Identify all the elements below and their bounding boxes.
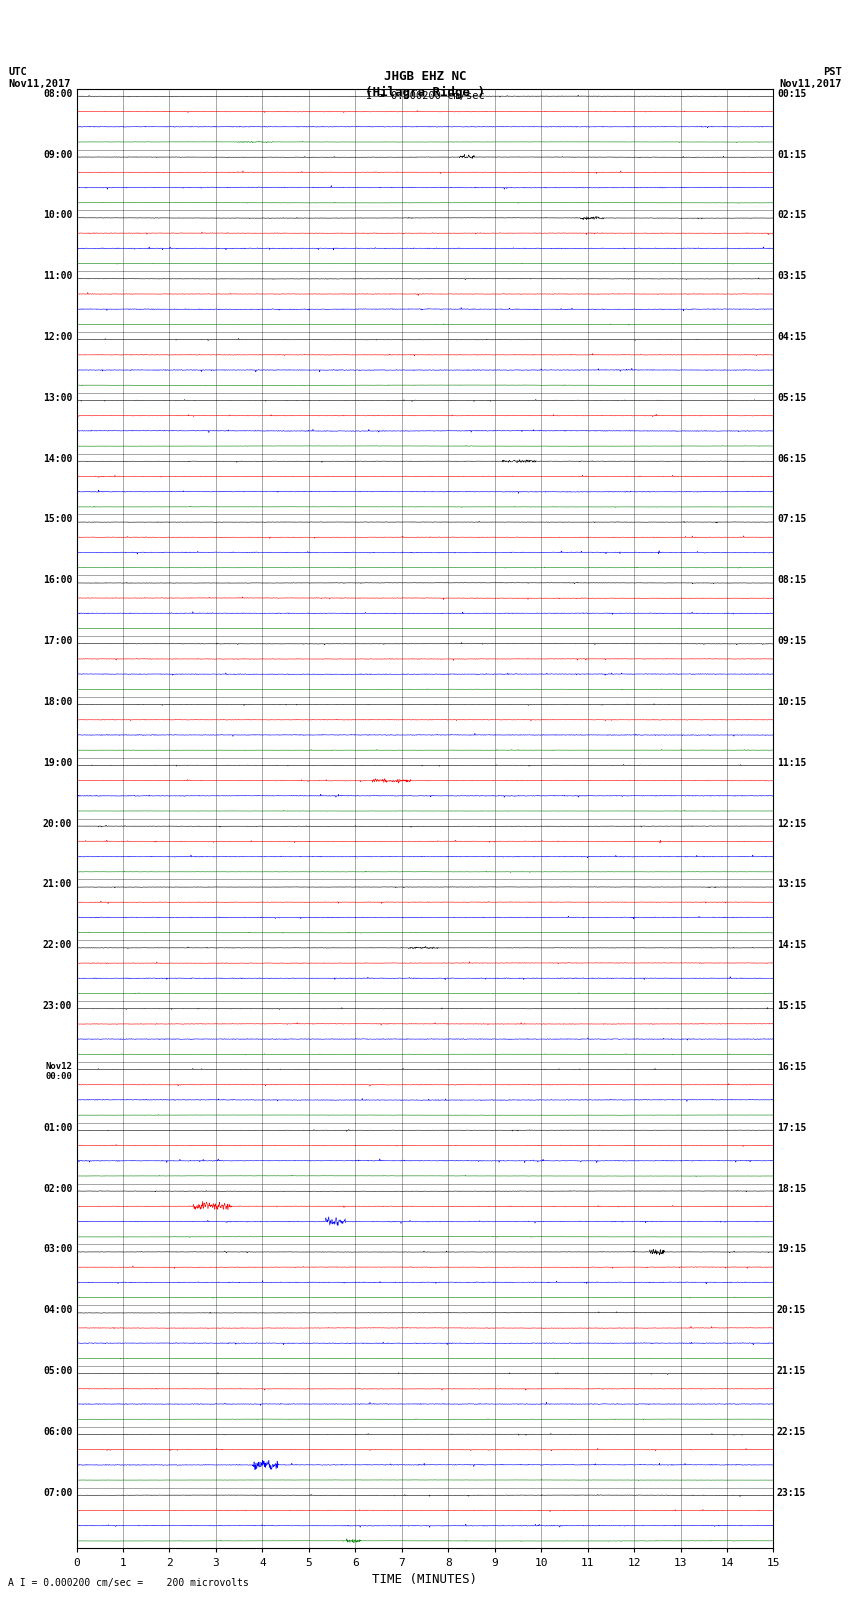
- Text: 07:00: 07:00: [42, 1487, 72, 1497]
- Text: 10:00: 10:00: [42, 210, 72, 221]
- Text: I = 0.000200 cm/sec: I = 0.000200 cm/sec: [366, 90, 484, 102]
- Text: 00:15: 00:15: [777, 89, 807, 98]
- Text: 10:15: 10:15: [777, 697, 807, 706]
- Text: 05:15: 05:15: [777, 394, 807, 403]
- Text: 23:00: 23:00: [42, 1002, 72, 1011]
- Text: 19:15: 19:15: [777, 1244, 807, 1255]
- Text: 21:00: 21:00: [42, 879, 72, 889]
- Text: 03:00: 03:00: [42, 1244, 72, 1255]
- Text: 06:00: 06:00: [42, 1428, 72, 1437]
- Text: 19:00: 19:00: [42, 758, 72, 768]
- Text: 01:15: 01:15: [777, 150, 807, 160]
- Text: 17:15: 17:15: [777, 1123, 807, 1132]
- Text: 05:00: 05:00: [42, 1366, 72, 1376]
- Text: 16:00: 16:00: [42, 576, 72, 586]
- Text: 02:15: 02:15: [777, 210, 807, 221]
- Text: 03:15: 03:15: [777, 271, 807, 281]
- Text: 13:15: 13:15: [777, 879, 807, 889]
- Text: 18:00: 18:00: [42, 697, 72, 706]
- Text: Nov12
00:00: Nov12 00:00: [45, 1061, 72, 1081]
- Text: 22:15: 22:15: [777, 1428, 807, 1437]
- Text: 17:00: 17:00: [42, 636, 72, 647]
- Text: 15:15: 15:15: [777, 1002, 807, 1011]
- Text: 09:15: 09:15: [777, 636, 807, 647]
- Text: JHGB EHZ NC
(Hilagra Ridge ): JHGB EHZ NC (Hilagra Ridge ): [365, 71, 485, 100]
- Text: 23:15: 23:15: [777, 1487, 807, 1497]
- Text: 14:00: 14:00: [42, 453, 72, 463]
- Text: 06:15: 06:15: [777, 453, 807, 463]
- Text: 20:15: 20:15: [777, 1305, 807, 1315]
- Text: 15:00: 15:00: [42, 515, 72, 524]
- Text: 08:00: 08:00: [42, 89, 72, 98]
- Text: UTC
Nov11,2017: UTC Nov11,2017: [8, 66, 71, 89]
- Text: 20:00: 20:00: [42, 819, 72, 829]
- Text: 14:15: 14:15: [777, 940, 807, 950]
- X-axis label: TIME (MINUTES): TIME (MINUTES): [372, 1573, 478, 1586]
- Text: 11:00: 11:00: [42, 271, 72, 281]
- Text: 04:00: 04:00: [42, 1305, 72, 1315]
- Text: 12:15: 12:15: [777, 819, 807, 829]
- Text: 18:15: 18:15: [777, 1184, 807, 1194]
- Text: 01:00: 01:00: [42, 1123, 72, 1132]
- Text: 07:15: 07:15: [777, 515, 807, 524]
- Text: 22:00: 22:00: [42, 940, 72, 950]
- Text: 21:15: 21:15: [777, 1366, 807, 1376]
- Text: 13:00: 13:00: [42, 394, 72, 403]
- Text: 12:00: 12:00: [42, 332, 72, 342]
- Text: 04:15: 04:15: [777, 332, 807, 342]
- Text: A I = 0.000200 cm/sec =    200 microvolts: A I = 0.000200 cm/sec = 200 microvolts: [8, 1578, 249, 1587]
- Text: 11:15: 11:15: [777, 758, 807, 768]
- Text: 09:00: 09:00: [42, 150, 72, 160]
- Text: 08:15: 08:15: [777, 576, 807, 586]
- Text: PST
Nov11,2017: PST Nov11,2017: [779, 66, 842, 89]
- Text: 16:15: 16:15: [777, 1061, 807, 1073]
- Text: 02:00: 02:00: [42, 1184, 72, 1194]
